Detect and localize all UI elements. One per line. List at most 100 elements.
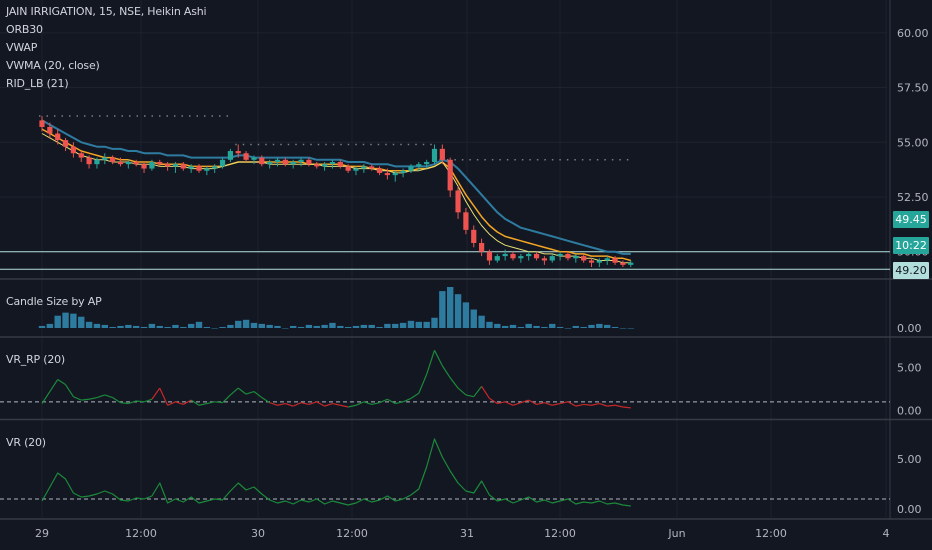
candle-size-bar[interactable] xyxy=(305,324,313,328)
candle-body[interactable] xyxy=(573,256,579,259)
candle-size-bar[interactable] xyxy=(227,324,234,328)
candle-size-bar[interactable] xyxy=(415,321,422,328)
candle-body[interactable] xyxy=(447,159,453,191)
candle-size-bar[interactable] xyxy=(172,324,179,328)
candle-body[interactable] xyxy=(157,161,163,165)
candle-size-bar[interactable] xyxy=(360,324,368,328)
vr-rp-segment[interactable] xyxy=(308,401,317,405)
candle-size-bar[interactable] xyxy=(549,323,556,328)
candle-size-bar[interactable] xyxy=(337,325,344,328)
candle-body[interactable] xyxy=(541,258,547,261)
candle-size-bar[interactable] xyxy=(70,313,77,328)
candle-body[interactable] xyxy=(384,172,390,176)
candle-body[interactable] xyxy=(259,157,265,165)
candle-body[interactable] xyxy=(408,166,414,171)
candle-body[interactable] xyxy=(431,148,438,162)
candle-body[interactable] xyxy=(604,258,610,261)
vr-rp-segment[interactable] xyxy=(292,402,302,407)
candle-size-bar[interactable] xyxy=(556,326,564,328)
candle-size-bar[interactable] xyxy=(462,302,470,328)
candle-body[interactable] xyxy=(274,159,281,162)
candle-body[interactable] xyxy=(86,157,92,165)
vr-rp-segment[interactable] xyxy=(575,403,584,407)
candle-size-bar[interactable] xyxy=(329,322,336,328)
candle-size-bar[interactable] xyxy=(125,324,132,328)
candle-body[interactable] xyxy=(290,161,296,165)
candle-body[interactable] xyxy=(149,161,155,169)
candle-body[interactable] xyxy=(486,251,493,261)
candle-size-bar[interactable] xyxy=(454,294,462,328)
vr-rp-segment[interactable] xyxy=(614,404,624,408)
vr-rp-segment[interactable] xyxy=(214,401,223,404)
candle-size-bar[interactable] xyxy=(431,317,438,328)
candle-body[interactable] xyxy=(549,256,555,261)
candle-body[interactable] xyxy=(502,253,508,257)
vr-rp-segment[interactable] xyxy=(206,401,215,405)
candle-body[interactable] xyxy=(165,164,171,167)
candle-body[interactable] xyxy=(471,229,477,243)
candle-body[interactable] xyxy=(392,172,398,176)
candle-size-bar[interactable] xyxy=(101,324,108,328)
candle-body[interactable] xyxy=(439,148,445,160)
candle-size-bar[interactable] xyxy=(627,328,634,329)
vr-rp-segment[interactable] xyxy=(81,398,90,401)
candle-body[interactable] xyxy=(94,159,100,165)
vr-rp-segment[interactable] xyxy=(112,397,121,404)
vr-rp-segment[interactable] xyxy=(285,402,294,407)
candle-body[interactable] xyxy=(510,253,516,259)
vr-rp-segment[interactable] xyxy=(261,397,270,404)
candle-size-bar[interactable] xyxy=(164,326,171,328)
candle-body[interactable] xyxy=(479,242,485,252)
candle-size-bar[interactable] xyxy=(109,326,116,328)
vr-rp-segment[interactable] xyxy=(237,387,247,395)
candle-body[interactable] xyxy=(204,168,210,171)
vr-rp-segment[interactable] xyxy=(73,396,82,401)
vr-rp-segment[interactable] xyxy=(151,387,161,400)
vr-rp-segment[interactable] xyxy=(65,384,74,398)
candle-body[interactable] xyxy=(337,161,343,167)
vr-rp-segment[interactable] xyxy=(41,391,51,404)
vr-rp-segment[interactable] xyxy=(449,377,459,389)
candle-size-bar[interactable] xyxy=(611,326,619,328)
vr-rp-segment[interactable] xyxy=(190,399,200,406)
candle-body[interactable] xyxy=(227,151,233,160)
candle-body[interactable] xyxy=(628,262,634,265)
candle-body[interactable] xyxy=(102,157,108,160)
candle-size-bar[interactable] xyxy=(274,325,281,328)
candle-body[interactable] xyxy=(557,253,563,257)
vr-rp-segment[interactable] xyxy=(379,398,388,404)
candle-size-bar[interactable] xyxy=(211,328,218,329)
candle-size-bar[interactable] xyxy=(541,326,548,328)
candle-size-bar[interactable] xyxy=(376,326,383,328)
vr-rp-segment[interactable] xyxy=(410,392,420,399)
vr-rp-segment[interactable] xyxy=(348,404,357,408)
candle-body[interactable] xyxy=(251,157,257,160)
candle-size-bar[interactable] xyxy=(297,326,305,328)
candle-body[interactable] xyxy=(78,153,84,158)
vr-rp-segment[interactable] xyxy=(418,374,428,394)
candle-body[interactable] xyxy=(117,161,124,165)
candle-body[interactable] xyxy=(133,161,139,165)
vr-rp-segment[interactable] xyxy=(441,365,451,379)
candle-size-bar[interactable] xyxy=(46,323,54,328)
vr-rp-segment[interactable] xyxy=(426,350,436,375)
legend-vwma[interactable]: VWMA (20, close) xyxy=(6,59,100,72)
candle-body[interactable] xyxy=(298,159,304,162)
candle-body[interactable] xyxy=(235,151,241,154)
candle-body[interactable] xyxy=(345,166,351,171)
vr-rp-segment[interactable] xyxy=(316,401,325,407)
candle-body[interactable] xyxy=(55,133,61,141)
candle-body[interactable] xyxy=(455,190,461,213)
vr-rp-segment[interactable] xyxy=(159,387,169,406)
vr-rp-segment[interactable] xyxy=(230,387,239,396)
candle-body[interactable] xyxy=(243,153,249,160)
candle-body[interactable] xyxy=(172,164,179,167)
legend-rid[interactable]: RID_LB (21) xyxy=(6,77,69,90)
vr-rp-segment[interactable] xyxy=(504,401,514,406)
candle-body[interactable] xyxy=(39,120,45,127)
vr-rp-segment[interactable] xyxy=(253,391,263,399)
candle-size-bar[interactable] xyxy=(509,324,517,328)
candle-size-bar[interactable] xyxy=(423,321,430,328)
candle-size-bar[interactable] xyxy=(78,316,85,328)
